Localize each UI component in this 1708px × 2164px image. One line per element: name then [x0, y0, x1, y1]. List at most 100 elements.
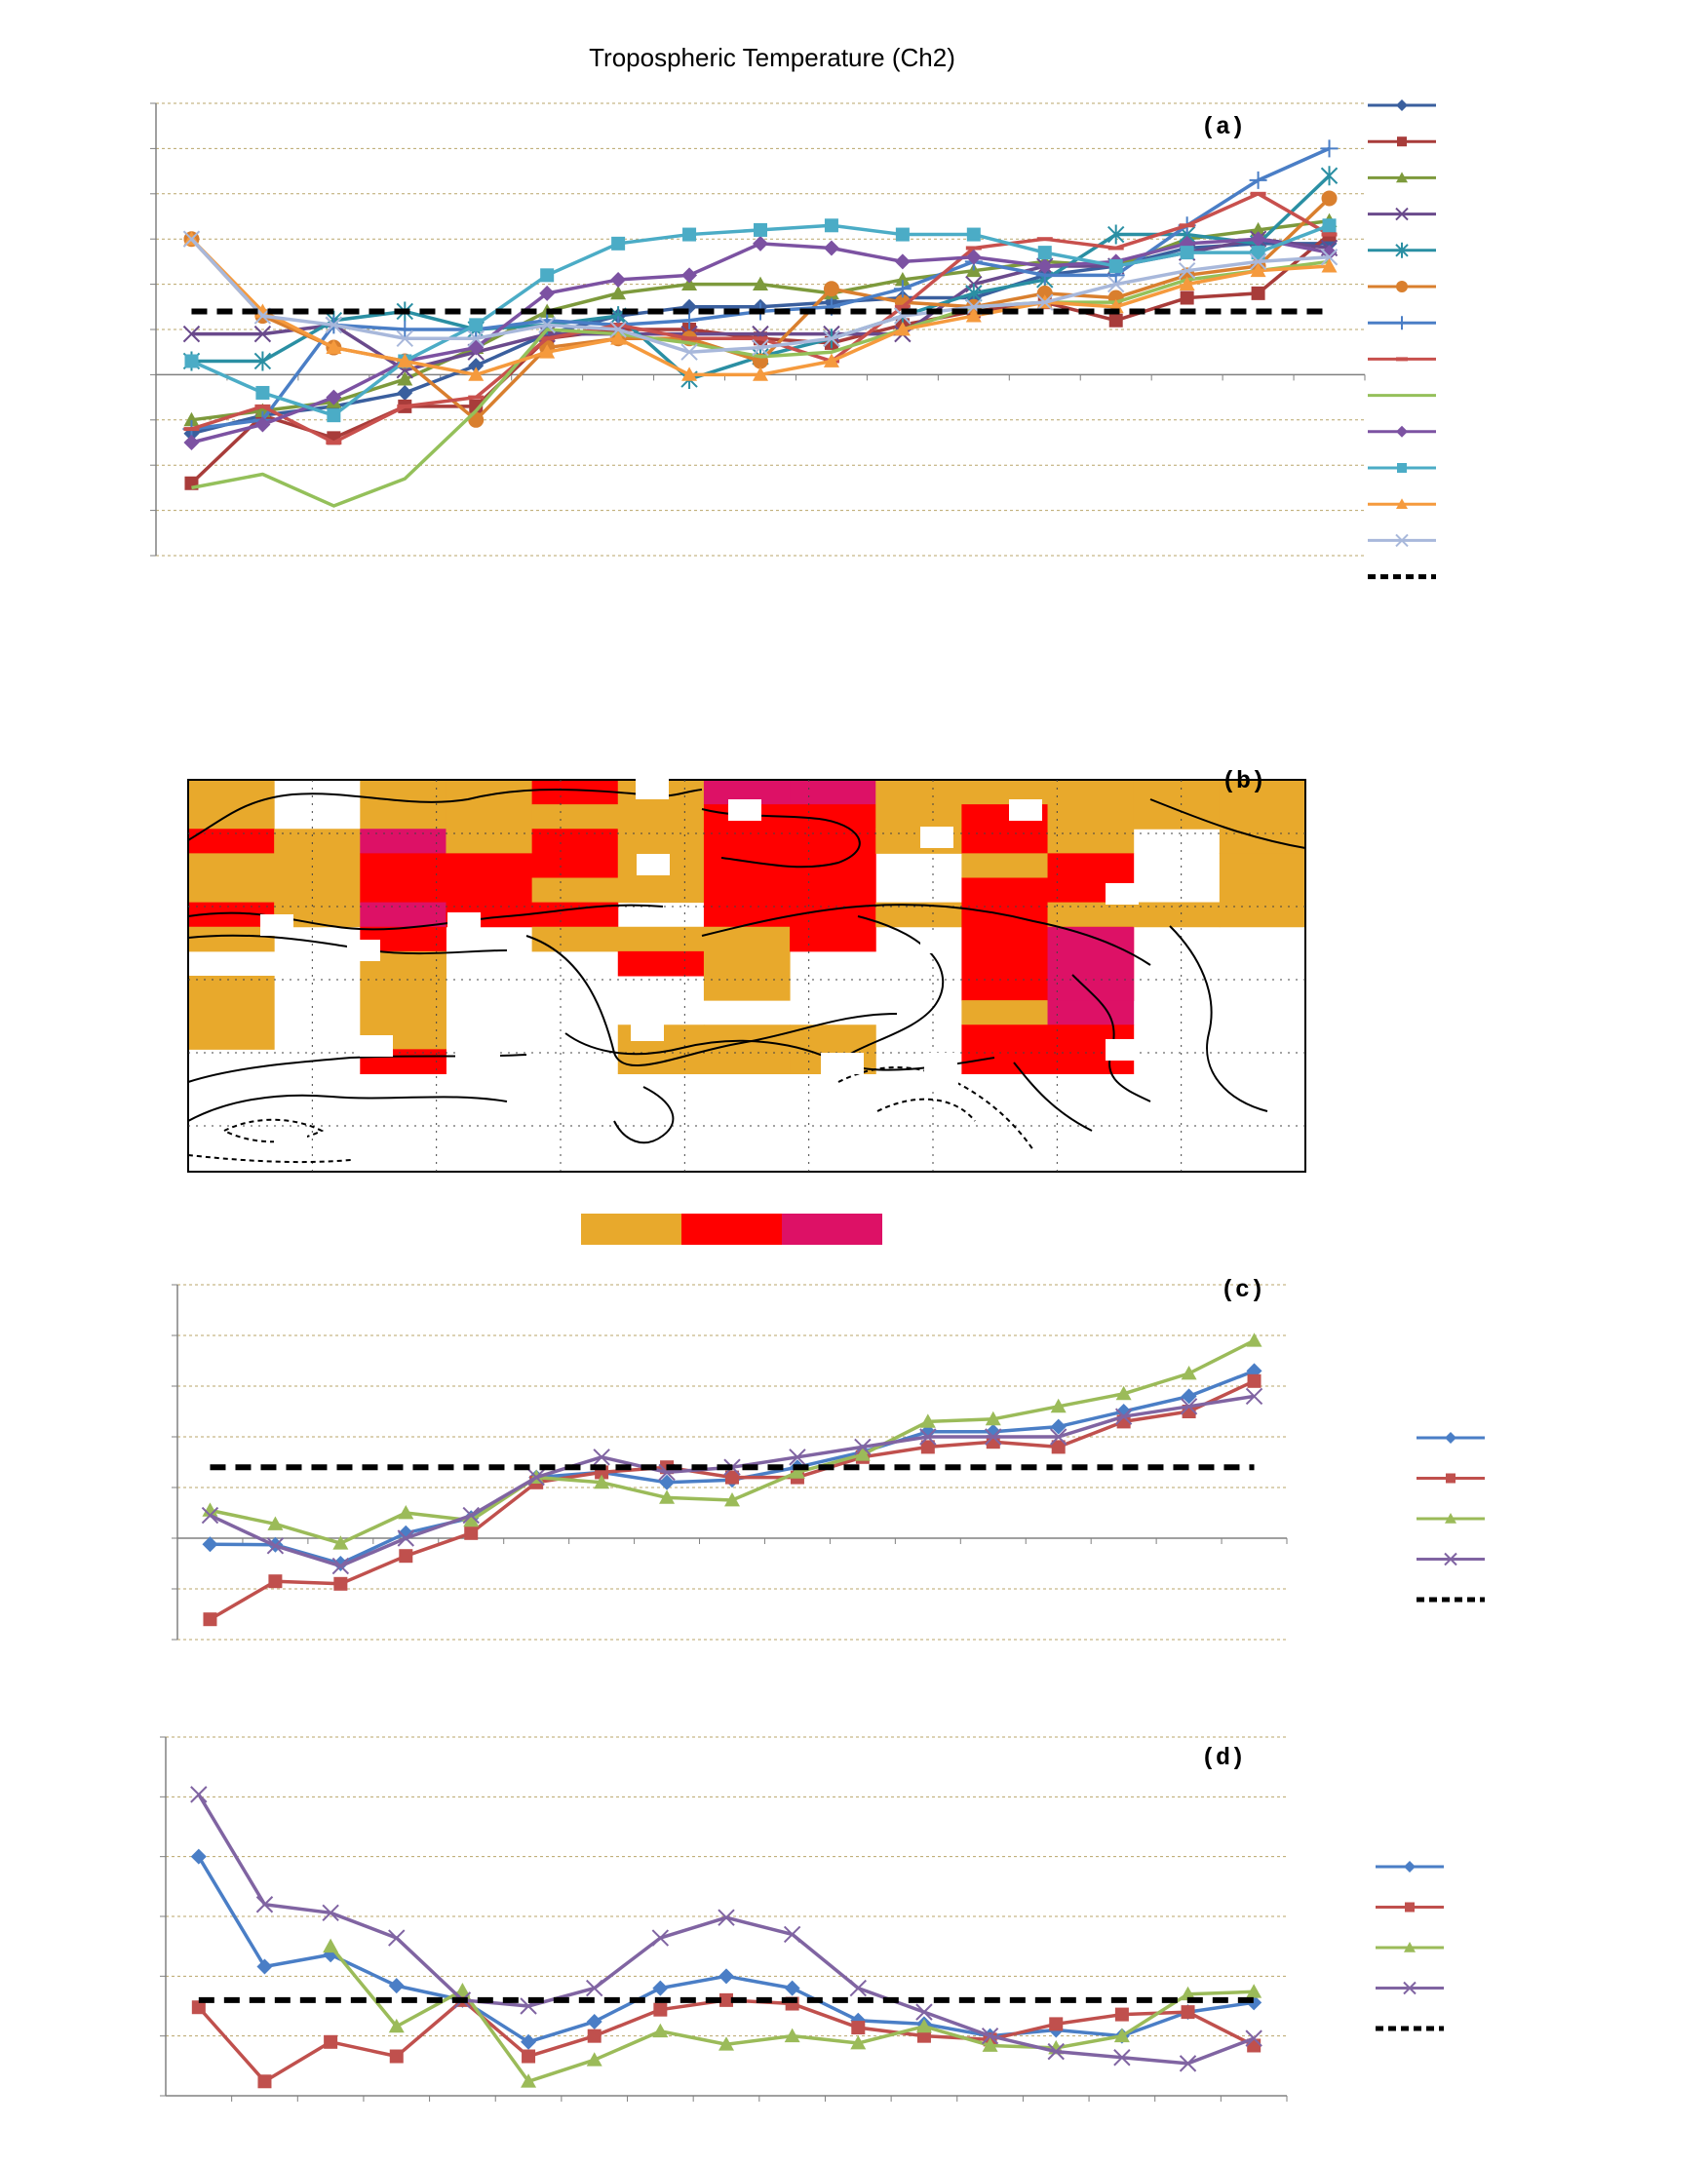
data-point	[753, 235, 768, 251]
contour-label-bg	[1106, 1039, 1139, 1061]
data-point	[190, 1848, 207, 1865]
legend-item-total	[1376, 1861, 1444, 1873]
data-point	[985, 1428, 1002, 1446]
legend-item-msu	[1376, 1902, 1444, 1913]
panel-a: (a)	[150, 99, 1436, 580]
legend-item-reanalysis	[1376, 1981, 1444, 1995]
data-point	[254, 416, 271, 433]
data-point	[1180, 1398, 1198, 1415]
data-point	[682, 227, 697, 242]
data-point	[268, 1574, 283, 1589]
legend-marker	[1404, 1942, 1416, 1952]
contour-label	[1009, 799, 1042, 821]
contour-label	[1106, 1039, 1139, 1061]
data-point	[1107, 246, 1124, 251]
legend-marker	[1445, 1432, 1456, 1444]
colorbar	[581, 1214, 882, 1245]
data-point	[267, 1516, 284, 1530]
data-point	[521, 2033, 537, 2050]
legend-marker	[1396, 498, 1408, 509]
data-point	[893, 280, 912, 298]
heatmap-cell	[617, 926, 705, 952]
colorbar-swatch-high	[782, 1214, 882, 1245]
data-point	[253, 351, 272, 371]
data-point	[610, 330, 627, 345]
data-point	[1249, 171, 1267, 189]
data-point	[396, 321, 414, 338]
legend-marker	[1395, 242, 1409, 258]
data-point	[586, 2052, 602, 2067]
data-point	[326, 389, 342, 406]
series-radiosonde	[202, 1333, 1262, 1550]
data-point	[920, 1440, 935, 1454]
contour-label-bg	[920, 932, 953, 953]
series-merra	[183, 231, 1338, 450]
contour-line	[564, 1032, 995, 1071]
heatmap-cell	[531, 877, 619, 904]
data-point	[659, 1489, 676, 1504]
data-point	[1107, 224, 1125, 245]
data-point	[1113, 2049, 1131, 2067]
legend-marker	[1396, 281, 1408, 292]
panel-d: (d)	[160, 1736, 1444, 2102]
contour-line-negative	[223, 1118, 325, 1143]
data-point	[965, 246, 982, 251]
data-point	[783, 1925, 801, 1944]
data-point	[652, 2023, 669, 2038]
data-point	[182, 230, 201, 248]
data-point	[322, 1904, 339, 1922]
data-point	[651, 1929, 670, 1947]
heatmap-cell	[531, 804, 619, 830]
data-point	[919, 1413, 936, 1428]
data-point	[256, 1958, 273, 1975]
data-point	[1114, 1408, 1133, 1425]
contour-label-bg	[260, 914, 293, 936]
data-point	[332, 1535, 349, 1550]
data-point	[326, 441, 342, 444]
data-point	[1036, 293, 1054, 311]
data-point	[323, 1938, 339, 1953]
heatmap-cells	[188, 780, 1306, 1074]
data-point	[652, 1980, 669, 1996]
data-point	[388, 1978, 405, 1994]
series-reanalysis	[190, 1786, 1262, 2072]
data-point	[850, 2035, 867, 2050]
data-point	[538, 316, 556, 334]
data-point	[894, 271, 911, 287]
data-point	[1321, 258, 1338, 273]
series-ncep-cfsr	[184, 218, 1337, 423]
data-point	[895, 227, 910, 242]
heatmap-cell	[360, 853, 446, 904]
data-point	[257, 2074, 272, 2089]
contour-label	[920, 827, 953, 848]
data-point	[398, 1505, 414, 1520]
contour-label	[925, 1068, 958, 1090]
heatmap-cell	[703, 926, 791, 1001]
data-point	[610, 271, 627, 288]
contour-label-bg	[728, 799, 761, 821]
legend-marker	[1403, 1981, 1417, 1995]
data-point	[326, 339, 342, 354]
data-point	[182, 325, 201, 343]
data-point	[255, 1896, 274, 1913]
data-point	[397, 384, 413, 401]
data-point	[1249, 252, 1267, 271]
data-point	[190, 1786, 208, 1803]
data-point	[468, 358, 485, 374]
data-point	[1050, 1398, 1067, 1413]
contour-line	[1169, 925, 1268, 1112]
data-point	[915, 2003, 933, 2021]
data-point	[1180, 1986, 1196, 2001]
heatmap-cell	[961, 877, 1049, 1001]
legend-item-iuk	[1368, 281, 1436, 292]
colorbar-swatch-mid	[681, 1214, 782, 1245]
data-point	[255, 385, 270, 400]
heatmap-cell	[360, 902, 446, 928]
legend-marker	[1395, 316, 1409, 330]
contour-label-bg	[821, 1053, 854, 1074]
legend-item-uah	[1368, 136, 1436, 147]
series-line	[197, 1855, 1255, 2044]
contour-label	[447, 912, 481, 934]
contour-line	[837, 915, 945, 1063]
data-point	[784, 2028, 800, 2043]
